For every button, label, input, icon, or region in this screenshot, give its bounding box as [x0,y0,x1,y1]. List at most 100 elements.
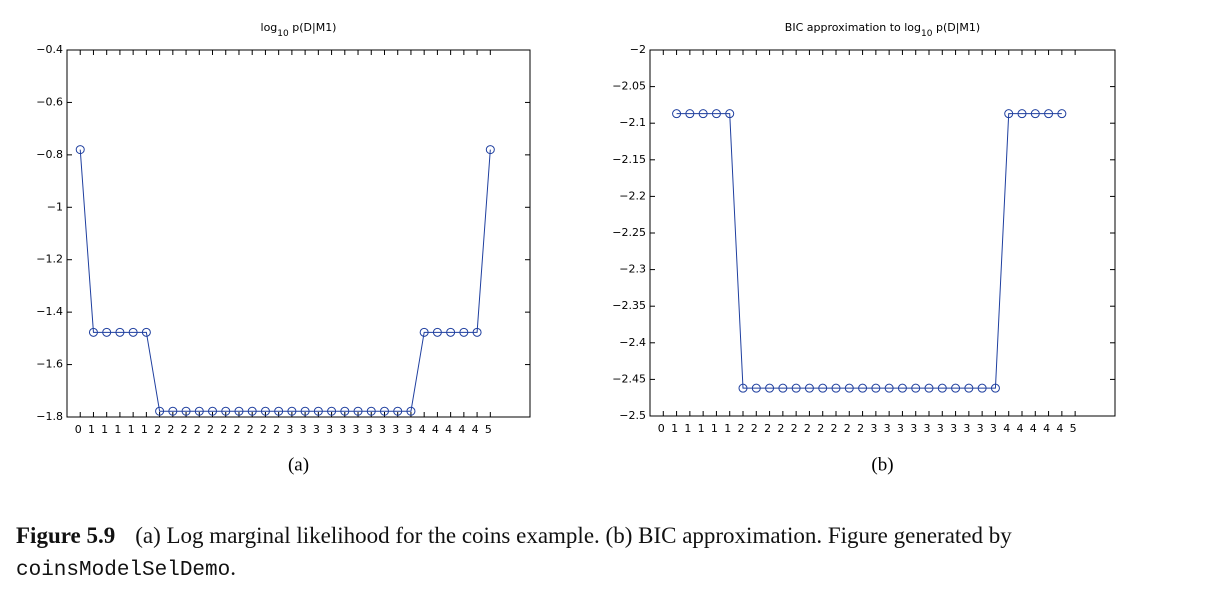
x-tick-label: 3 [366,423,373,436]
x-tick-label: 2 [220,423,227,436]
data-point [924,383,934,393]
x-tick-label: 2 [260,423,267,436]
x-tick-label: 4 [432,423,439,436]
data-point [804,383,814,393]
data-point [115,327,125,337]
data-point [831,383,841,393]
y-tick-label: −2.5 [619,409,646,422]
data-point [128,327,138,337]
data-point [818,383,828,393]
data-point [313,406,323,416]
data-line [79,149,491,412]
x-tick-label: 3 [897,422,904,435]
data-point [340,406,350,416]
x-tick-label: 2 [154,423,161,436]
x-tick-label: 1 [114,423,121,436]
x-tick-label: 4 [1056,422,1063,435]
y-tick-label: −0.6 [36,95,63,108]
x-tick-label: 3 [924,422,931,435]
data-point [765,383,775,393]
x-tick-label: 3 [392,423,399,436]
data-point [234,406,244,416]
x-tick-label: 3 [313,423,320,436]
data-point [181,406,191,416]
data-point [778,383,788,393]
x-tick-label: 2 [817,422,824,435]
data-point [698,109,708,119]
y-tick-label: −2.35 [612,299,646,312]
data-point [208,406,218,416]
figure-label: Figure 5.9 [16,523,116,548]
x-tick-label: 2 [207,423,214,436]
x-tick-label: 2 [791,422,798,435]
x-tick-label: 2 [233,423,240,436]
x-tick-label: 2 [764,422,771,435]
data-point [419,327,429,337]
data-line [676,113,1062,389]
data-point [1044,109,1054,119]
plot-frame [649,49,1116,417]
title-part: log [261,21,278,34]
x-tick-label: 1 [88,423,95,436]
x-tick-label: 4 [419,423,426,436]
data-point [406,406,416,416]
data-point [1004,109,1014,119]
data-point [155,406,165,416]
y-tick-label: −0.8 [36,148,63,161]
y-tick-label: −2 [630,43,646,56]
x-tick-label: 1 [101,423,108,436]
x-tick-label: 5 [1070,422,1077,435]
data-point [977,383,987,393]
data-point [221,406,231,416]
y-tick-label: −2.3 [619,263,646,276]
x-tick-label: 3 [405,423,412,436]
data-point [911,383,921,393]
figure: log10 p(D|M1)(a)−1.8−1.6−1.4−1.2−1−0.8−0… [36,21,1116,475]
data-point [844,383,854,393]
data-point [1030,109,1040,119]
x-tick-label: 4 [1043,422,1050,435]
x-tick-label: 4 [458,423,465,436]
data-point [327,406,337,416]
y-tick-label: −2.25 [612,226,646,239]
data-point [672,109,682,119]
x-tick-label: 3 [286,423,293,436]
y-tick-label: −2.15 [612,153,646,166]
caption-code: coinsModelSelDemo [16,559,231,582]
data-point [964,383,974,393]
x-tick-label: 2 [194,423,201,436]
x-tick-label: 3 [870,422,877,435]
data-point [75,145,85,155]
data-point [871,383,881,393]
x-tick-label: 2 [167,423,174,436]
x-tick-label: 1 [724,422,731,435]
data-point [260,406,270,416]
x-tick-label: 4 [1030,422,1037,435]
x-tick-label: 3 [884,422,891,435]
data-point [751,383,761,393]
data-point [446,327,456,337]
x-tick-label: 3 [977,422,984,435]
x-tick-label: 2 [273,423,280,436]
title-part: 10 [921,29,933,39]
y-tick-label: −2.05 [612,80,646,93]
data-point [472,327,482,337]
x-tick-label: 3 [339,423,346,436]
x-tick-label: 2 [751,422,758,435]
chart-title: log10 p(D|M1) [261,21,337,39]
y-tick-label: −0.4 [36,43,63,56]
x-tick-label: 4 [445,423,452,436]
x-tick-label: 3 [910,422,917,435]
x-tick-label: 1 [671,422,678,435]
data-point [194,406,204,416]
title-part: 10 [277,29,289,39]
y-tick-label: −1.2 [36,253,63,266]
x-tick-label: 3 [353,423,360,436]
plot-frame [66,49,531,418]
title-part: p(D|M1) [289,21,337,34]
x-tick-label: 1 [684,422,691,435]
chart-title: BIC approximation to log10 p(D|M1) [785,21,980,39]
data-point [897,383,907,393]
data-point [141,327,151,337]
